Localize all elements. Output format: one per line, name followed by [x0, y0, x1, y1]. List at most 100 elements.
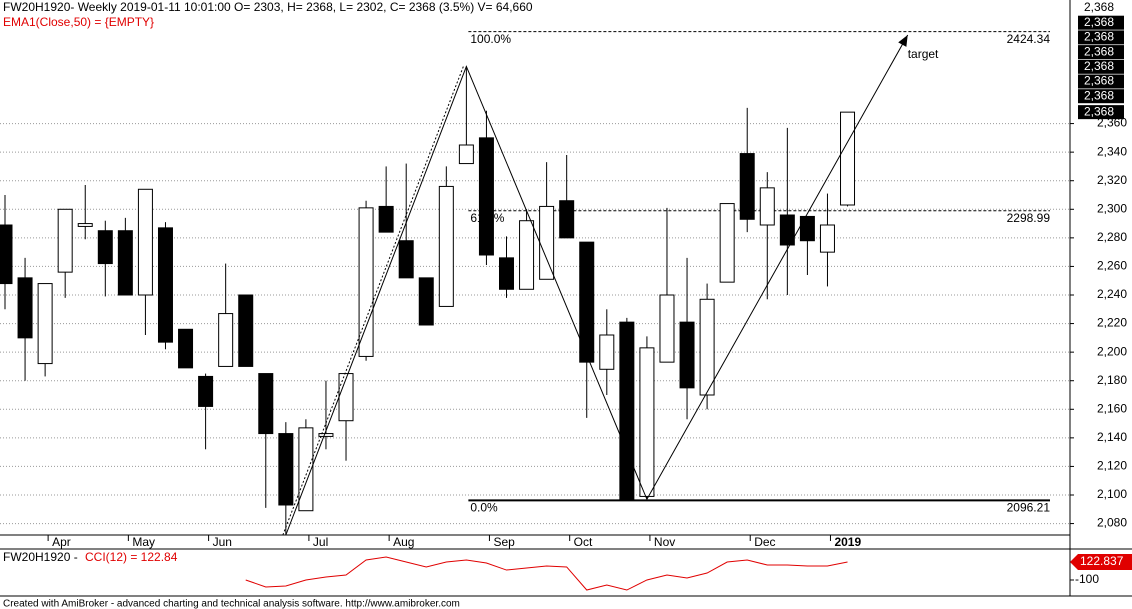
- footer: Created with AmiBroker - advanced charti…: [3, 599, 460, 609]
- candle-body: [338, 373, 354, 422]
- candle-body: [499, 257, 514, 290]
- fib-label: 100.0%: [470, 32, 511, 46]
- candle-body: [0, 224, 13, 285]
- y-tick-label: 2,120: [1097, 459, 1127, 473]
- price-label-bg: [1078, 74, 1124, 89]
- y-tick-label: 2,300: [1097, 201, 1127, 215]
- x-tick-label: Sep: [493, 535, 515, 549]
- x-tick-label: May: [132, 535, 155, 549]
- x-tick-label: Apr: [52, 535, 71, 549]
- candle-body: [478, 137, 494, 256]
- candle-body: [298, 427, 314, 512]
- candle-body: [117, 230, 133, 296]
- price-label: 2,368: [1084, 88, 1114, 102]
- arrow-head: [898, 35, 908, 47]
- indicator-last-bg: [1070, 553, 1132, 570]
- candle-body: [739, 153, 755, 220]
- candle-body: [378, 205, 394, 233]
- indicator-tick-label: -100: [1075, 572, 1099, 586]
- price-label: 2,368: [1084, 74, 1114, 88]
- candle-body: [438, 185, 454, 307]
- candle-body: [358, 207, 374, 357]
- candle-body: [840, 111, 856, 206]
- candle-body: [17, 277, 33, 339]
- candle-body: [458, 144, 474, 165]
- candle-body: [198, 375, 214, 407]
- y-tick-label: 2,360: [1097, 116, 1127, 130]
- fib-value: 2096.21: [1007, 501, 1051, 515]
- x-tick-label: Jul: [313, 535, 328, 549]
- indicator-title: FW20H1920 -: [3, 550, 78, 564]
- candle-body: [779, 214, 795, 246]
- candle-body: [579, 241, 595, 363]
- candle-body: [719, 203, 735, 283]
- candle-body: [519, 220, 535, 290]
- trend-line: [285, 34, 909, 536]
- candle-body: [659, 294, 675, 363]
- candle-body: [77, 223, 93, 227]
- price-label: 2,368: [1084, 30, 1114, 44]
- x-tick-label: Nov: [654, 535, 675, 549]
- candle-body: [799, 215, 815, 242]
- candle-body: [318, 433, 334, 437]
- price-label-bg: [1078, 30, 1124, 45]
- candle-body: [218, 313, 234, 367]
- indicator-line: [245, 556, 848, 591]
- candle-body: [679, 321, 695, 389]
- price-label: 2,368: [1084, 59, 1114, 73]
- price-label: 2,368: [1084, 0, 1114, 14]
- y-tick-label: 2,140: [1097, 430, 1127, 444]
- candle-body: [418, 277, 434, 326]
- price-label: 2,368: [1084, 15, 1114, 29]
- y-tick-label: 2,200: [1097, 344, 1127, 358]
- y-tick-label: 2,080: [1097, 516, 1127, 530]
- fib-label: 0.0%: [470, 501, 498, 515]
- y-tick-label: 2,100: [1097, 487, 1127, 501]
- y-tick-label: 2,180: [1097, 373, 1127, 387]
- candle-body: [639, 347, 655, 497]
- indicator-name: CCI(12) = 122.84: [85, 550, 178, 564]
- fib-value: 2424.34: [1007, 32, 1051, 46]
- indicator-last-label: 122.837: [1080, 554, 1124, 568]
- x-tick-label: Oct: [574, 535, 593, 549]
- candle-body: [819, 224, 835, 253]
- candle-body: [398, 240, 414, 279]
- candle-body: [238, 294, 254, 367]
- chart-title: FW20H1920- Weekly 2019-01-11 10:01:00 O=…: [3, 0, 533, 14]
- price-label-bg: [1078, 89, 1124, 104]
- candle-body: [699, 298, 715, 396]
- price-label-bg: [1078, 15, 1124, 30]
- x-tick-label: Jun: [213, 535, 232, 549]
- last-price-label: 2,368: [1084, 104, 1114, 118]
- candle-body: [278, 433, 294, 506]
- trend-label: target: [908, 47, 939, 61]
- candle-body: [559, 200, 575, 239]
- candle-body: [137, 188, 153, 296]
- price-label-bg: [1078, 1, 1124, 15]
- candle-body: [599, 334, 615, 370]
- y-tick-label: 2,240: [1097, 287, 1127, 301]
- candle-body: [619, 321, 635, 500]
- y-tick-label: 2,160: [1097, 401, 1127, 415]
- price-label: 2,368: [1084, 44, 1114, 58]
- candle-body: [178, 328, 194, 369]
- candle-body: [258, 373, 274, 435]
- x-tick-label: 2019: [834, 535, 861, 549]
- chart-subtitle: EMA1(Close,50) = {EMPTY}: [3, 15, 154, 29]
- candle-body: [97, 230, 113, 265]
- x-tick-label: Dec: [754, 535, 775, 549]
- y-tick-label: 2,260: [1097, 259, 1127, 273]
- last-price-bg: [1078, 105, 1124, 120]
- candle-body: [759, 187, 775, 226]
- y-tick-label: 2,320: [1097, 173, 1127, 187]
- y-tick-label: 2,220: [1097, 316, 1127, 330]
- price-label-bg: [1078, 59, 1124, 74]
- price-label-bg: [1078, 45, 1124, 60]
- fib-value: 2298.99: [1007, 211, 1051, 225]
- x-tick-label: Aug: [393, 535, 414, 549]
- candle-body: [57, 208, 73, 273]
- y-tick-label: 2,340: [1097, 144, 1127, 158]
- y-tick-label: 2,280: [1097, 230, 1127, 244]
- candle-body: [157, 227, 173, 343]
